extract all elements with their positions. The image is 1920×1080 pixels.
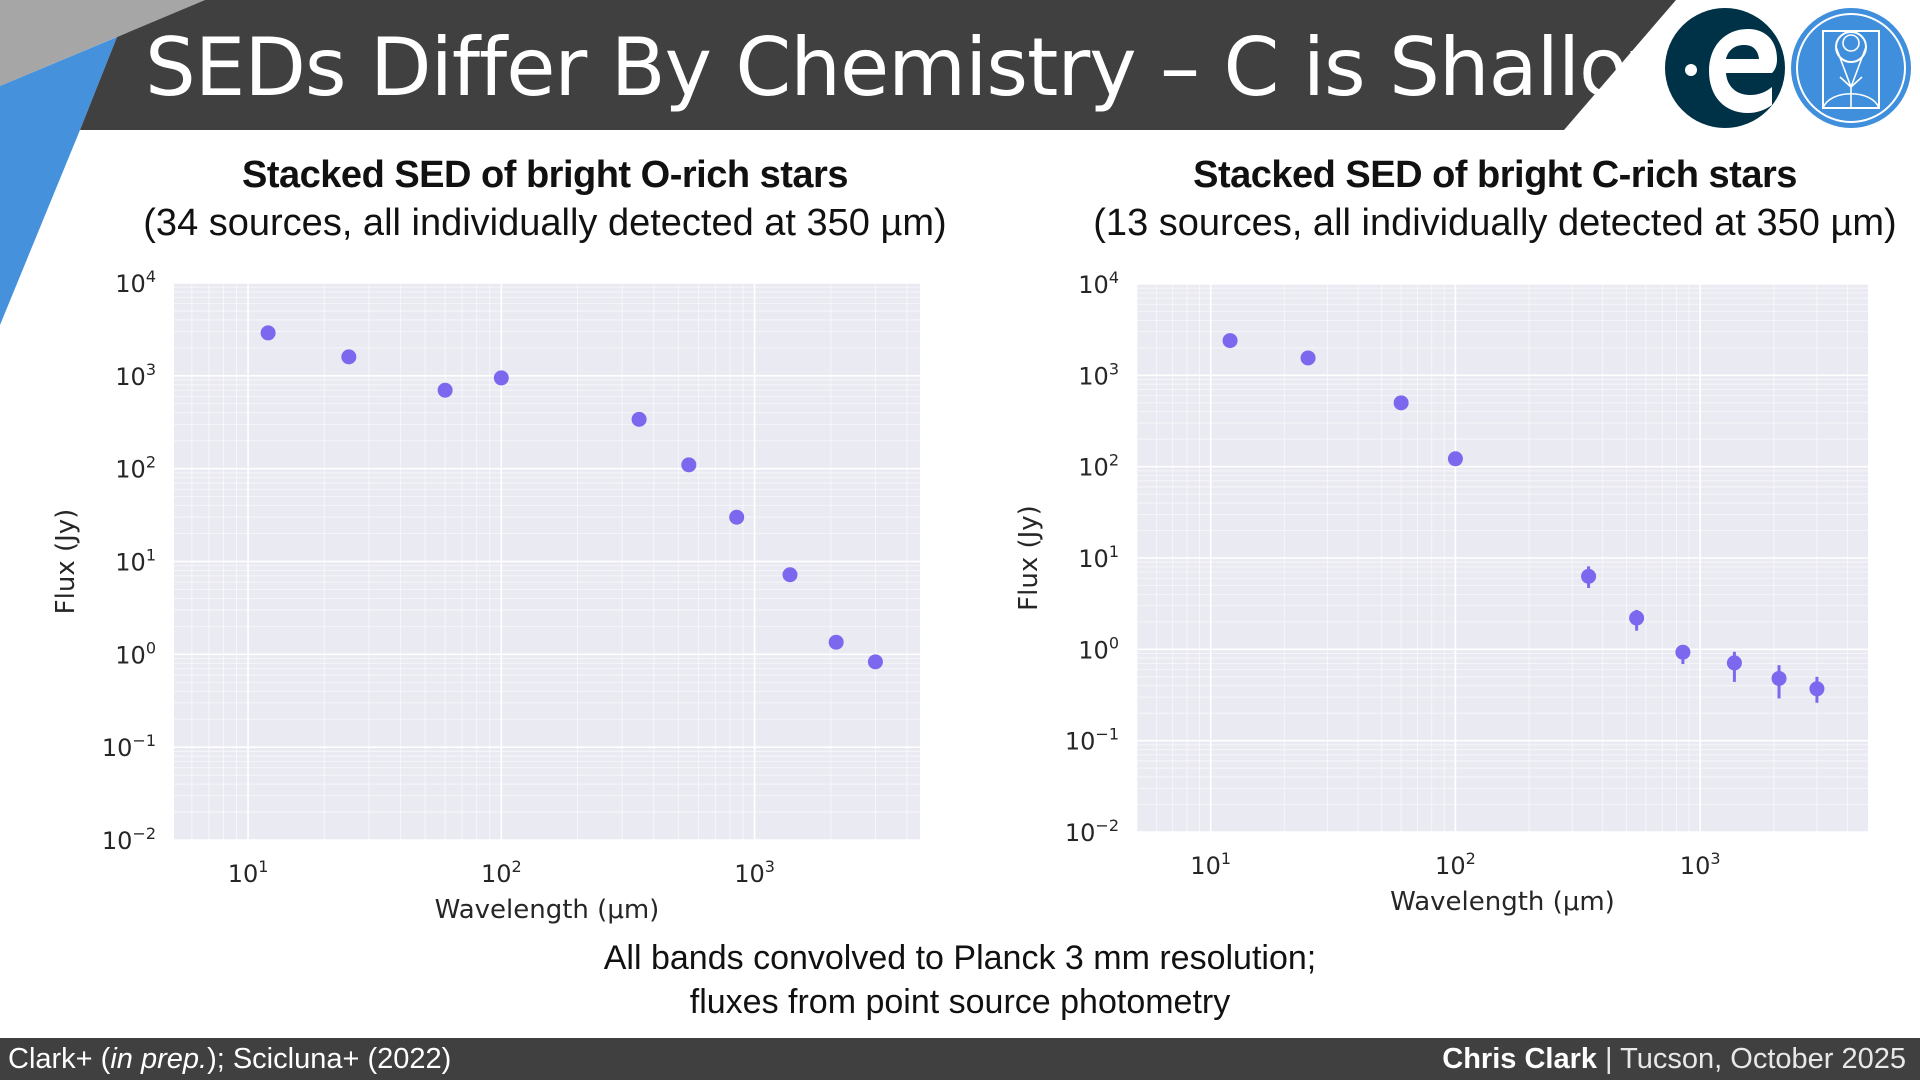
data-point [729,509,745,525]
caption-line-2: fluxes from point source photometry [689,983,1231,1021]
left-panel-title: Stacked SED of bright O-rich stars [242,154,848,196]
x-tick-label: 102 [481,857,522,888]
right-panel-title: Stacked SED of bright C-rich stars [1193,154,1797,196]
footer-separator: | [1597,1043,1621,1075]
y-tick-label: 101 [115,546,156,577]
y-tick-label: 10−1 [102,731,156,762]
esa-logo [1665,8,1785,128]
data-point [828,634,844,650]
footer-bar: Clark+ (in prep.); Scicluna+ (2022) Chri… [0,1038,1920,1080]
data-point [867,654,883,670]
caption: All bands convolved to Planck 3 mm resol… [0,936,1920,1024]
y-tick-label: 102 [115,453,156,484]
data-point [782,567,798,583]
y-axis-label: Flux (Jy) [1014,505,1044,611]
data-point [1771,670,1787,686]
data-point [1300,350,1316,366]
data-point [1629,610,1645,626]
y-tick-label: 104 [115,267,156,298]
data-point [493,370,509,386]
y-tick-label: 100 [115,638,156,669]
y-tick-label: 100 [1078,633,1119,664]
y-tick-label: 10−2 [102,824,156,855]
y-tick-label: 103 [115,360,156,391]
data-point [1581,568,1597,584]
blue-accent-stripe [0,37,117,325]
reference-prefix: Clark+ ( [8,1043,111,1075]
data-series [1222,333,1825,703]
stsci-logo [1791,8,1911,128]
x-axis-label: Wavelength (μm) [1390,887,1615,917]
data-point [437,382,453,398]
title-bar [80,0,1676,130]
data-point [1393,395,1409,411]
data-point [631,411,647,427]
data-point [1222,333,1238,349]
right-panel-header: Stacked SED of bright C-rich stars (13 s… [1055,152,1920,248]
footer-credit: Chris Clark | Tucson, October 2025 [1442,1038,1906,1080]
left-panel-header: Stacked SED of bright O-rich stars (34 s… [95,152,995,248]
esa-logo-e [1709,29,1777,113]
y-tick-label: 104 [1078,268,1119,299]
gray-accent-triangle [0,0,205,86]
y-tick-label: 102 [1078,451,1119,482]
data-point [1447,451,1463,467]
data-point [260,325,276,341]
data-point [681,457,697,473]
footer-venue: Tucson, October 2025 [1620,1043,1906,1075]
x-tick-label: 103 [1680,849,1721,880]
gridlines [174,282,920,841]
right-panel-subtitle: (13 sources, all individually detected a… [1093,202,1897,244]
stsci-logo-circle [1791,8,1911,128]
y-tick-label: 10−2 [1065,816,1119,847]
data-point [1675,644,1691,660]
y-tick-label: 101 [1078,542,1119,573]
x-tick-label: 101 [228,857,269,888]
x-axis-label: Wavelength (μm) [435,895,660,925]
y-tick-label: 10−1 [1065,725,1119,756]
x-tick-label: 103 [734,857,775,888]
data-point [1726,655,1742,671]
data-point [341,349,357,365]
x-tick-label: 101 [1190,849,1231,880]
gridlines [1136,283,1868,833]
footer-reference: Clark+ (in prep.); Scicluna+ (2022) [8,1038,451,1080]
caption-line-1: All bands convolved to Planck 3 mm resol… [603,939,1317,977]
reference-italic: in prep. [110,1043,208,1075]
esa-logo-dot [1685,64,1697,76]
left-panel-subtitle: (34 sources, all individually detected a… [143,202,947,244]
footer-author: Chris Clark [1442,1043,1597,1075]
slide-title: SEDs Differ By Chemistry – C is Shallow [145,21,1692,114]
y-axis-label: Flux (Jy) [51,509,81,615]
data-point [1809,681,1825,697]
reference-suffix: ); Scicluna+ (2022) [207,1043,452,1075]
x-tick-label: 102 [1435,849,1476,880]
y-tick-label: 103 [1078,359,1119,390]
data-series [260,325,883,670]
